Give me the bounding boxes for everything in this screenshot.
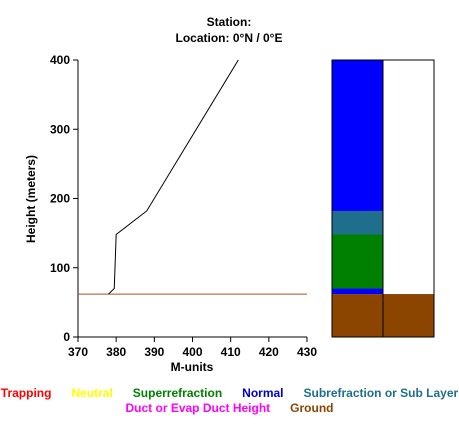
legend-item-normal: Normal bbox=[242, 386, 284, 400]
y-tick-label: 0 bbox=[63, 330, 70, 344]
x-tick-label: 430 bbox=[297, 345, 317, 359]
y-tick-label: 400 bbox=[50, 53, 70, 67]
profile-segment-left bbox=[332, 234, 383, 289]
location-label: Location: 0°N / 0°E bbox=[176, 31, 283, 45]
legend-item-ground: Ground bbox=[290, 401, 334, 415]
profile-segment-left bbox=[332, 60, 383, 211]
x-axis-title: M-units bbox=[171, 360, 214, 374]
profile-segment-left bbox=[332, 294, 383, 337]
profile-bar bbox=[331, 59, 435, 338]
legend-item-trapping: Trapping bbox=[0, 386, 52, 400]
profile-segment-left bbox=[332, 210, 383, 235]
x-tick-label: 380 bbox=[106, 345, 126, 359]
legend-item-neutral: Neutral bbox=[71, 386, 113, 400]
plot-area: 0 100 200 300 400 370 380 390 400 410 420 430 bbox=[50, 53, 317, 359]
y-axis-title: Height (meters) bbox=[24, 155, 38, 243]
x-tick-label: 420 bbox=[259, 345, 279, 359]
legend-row-2: Duct or Evap Duct Height Ground bbox=[0, 401, 459, 415]
x-tick-label: 410 bbox=[221, 345, 241, 359]
y-tick-label: 100 bbox=[50, 261, 70, 275]
legend-item-subrefraction: Subrefraction or Sub Layer bbox=[303, 386, 459, 400]
x-tick-label: 390 bbox=[144, 345, 164, 359]
legend-item-duct-height: Duct or Evap Duct Height bbox=[125, 401, 271, 415]
profile-segment-right bbox=[383, 294, 434, 337]
legend-row-1: Trapping Neutral Superrefraction Normal Subr… bbox=[0, 386, 459, 400]
x-tick-label: 400 bbox=[182, 345, 202, 359]
station-label: Station: bbox=[207, 15, 252, 29]
legend-item-superrefraction: Superrefraction bbox=[132, 386, 223, 400]
profile-segment-left bbox=[332, 288, 383, 295]
y-tick-label: 200 bbox=[50, 192, 70, 206]
y-tick-label: 300 bbox=[50, 122, 70, 136]
m-unit-profile-line bbox=[108, 59, 239, 295]
x-tick-label: 370 bbox=[68, 345, 88, 359]
